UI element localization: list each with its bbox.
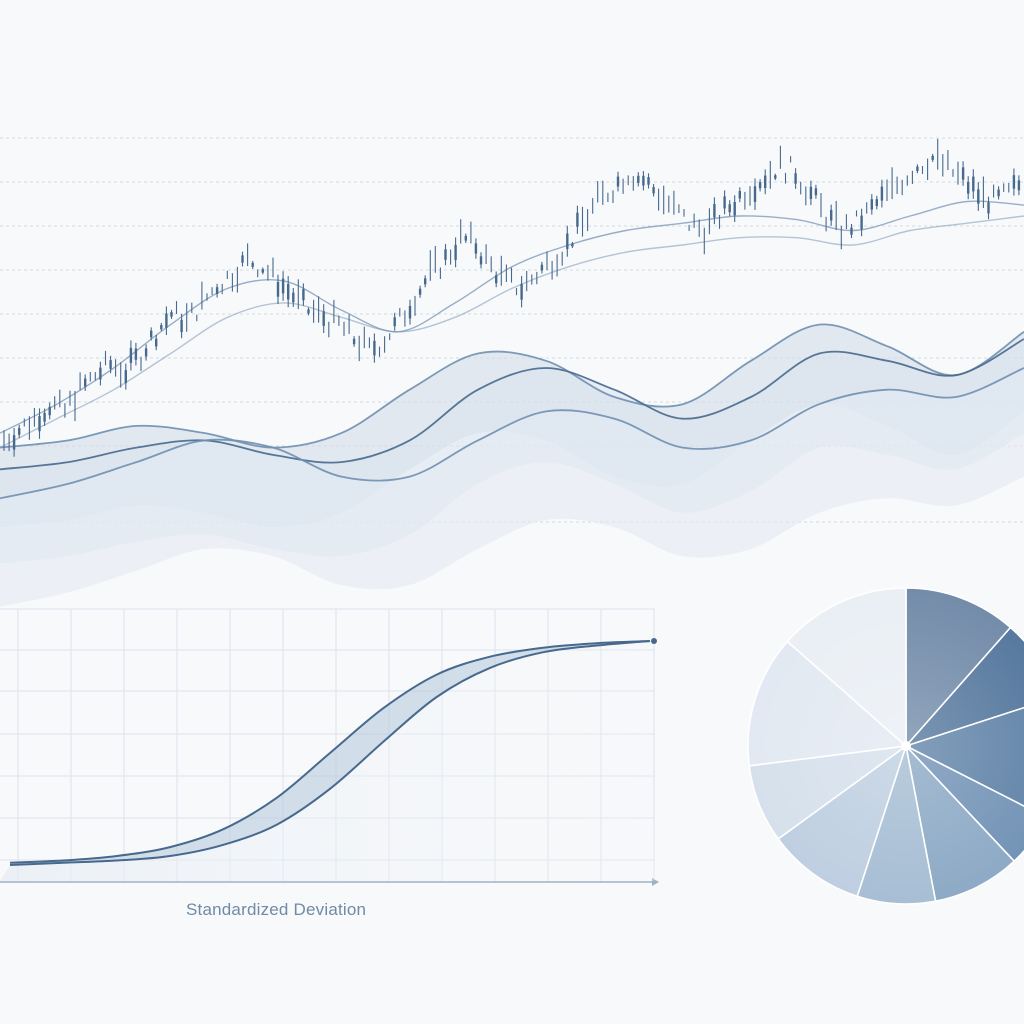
cumulative-line-1 bbox=[9, 640, 651, 864]
price-candle-body bbox=[479, 256, 483, 265]
price-candle-body bbox=[1012, 175, 1016, 189]
price-candle-body bbox=[753, 186, 757, 202]
price-candle-body bbox=[99, 367, 102, 380]
shaded-band-3 bbox=[0, 368, 1024, 607]
price-candle-body bbox=[566, 233, 569, 249]
price-candle-body bbox=[967, 182, 970, 194]
price-candle-body bbox=[931, 155, 934, 160]
price-candle-body bbox=[38, 416, 41, 432]
pie-center-dot bbox=[901, 741, 911, 751]
price-candle-body bbox=[302, 289, 305, 301]
price-candle-body bbox=[109, 360, 112, 369]
price-candle-body bbox=[241, 255, 244, 263]
price-candle-body bbox=[997, 189, 1000, 197]
price-candle-body bbox=[322, 311, 325, 326]
price-candle-body bbox=[814, 188, 818, 196]
price-candle-body bbox=[12, 435, 16, 450]
price-candle-body bbox=[393, 317, 396, 327]
price-candle-body bbox=[155, 338, 158, 347]
price-candle-body bbox=[647, 177, 650, 185]
price-candle-body bbox=[287, 283, 290, 300]
price-candle-body bbox=[18, 428, 21, 435]
price-candle-body bbox=[637, 175, 640, 183]
price-candle-body bbox=[880, 186, 884, 201]
cumulative-line-2 bbox=[9, 640, 651, 866]
price-candle-body bbox=[642, 175, 645, 186]
price-candle-body bbox=[48, 406, 51, 416]
price-candle-body bbox=[571, 243, 574, 247]
price-candle-body bbox=[809, 186, 813, 199]
price-candle-body bbox=[713, 204, 716, 218]
price-candle-body bbox=[281, 278, 285, 294]
moving-average-fast-line bbox=[0, 200, 1024, 434]
price-candle-body bbox=[728, 204, 731, 213]
price-candle-body bbox=[733, 202, 736, 216]
price-candle-body bbox=[616, 176, 620, 187]
price-candle-body bbox=[987, 202, 990, 214]
price-candle-body bbox=[215, 287, 219, 294]
price-candle-body bbox=[576, 212, 579, 227]
price-candle-body bbox=[165, 313, 168, 328]
price-candle-body bbox=[758, 182, 762, 189]
price-candle-body bbox=[474, 243, 478, 254]
price-candle-body bbox=[424, 278, 427, 285]
time-series-chart bbox=[0, 137, 1024, 607]
price-candle-body bbox=[134, 348, 138, 360]
price-candle-body bbox=[495, 275, 498, 284]
price-candle-body bbox=[652, 187, 655, 194]
price-candle-body bbox=[1017, 180, 1021, 191]
pie-chart bbox=[747, 587, 1024, 905]
price-candle-body bbox=[261, 269, 264, 273]
cumulative-curve-chart bbox=[0, 608, 659, 886]
price-candle-body bbox=[774, 175, 777, 179]
price-candle-body bbox=[764, 175, 767, 188]
price-candle-body bbox=[292, 292, 295, 303]
price-candle-body bbox=[170, 312, 173, 317]
price-candle-body bbox=[464, 235, 467, 241]
price-candle-body bbox=[124, 370, 127, 384]
price-candle-body bbox=[738, 191, 741, 199]
price-candle-body bbox=[850, 227, 853, 235]
price-candle-body bbox=[373, 340, 376, 356]
price-candle-body bbox=[444, 249, 447, 260]
price-candle-body bbox=[129, 347, 133, 363]
price-candle-body bbox=[160, 325, 163, 330]
x-axis-label: Standardized Deviation bbox=[186, 900, 367, 919]
cumulative-end-point bbox=[651, 638, 657, 644]
price-candle-body bbox=[830, 209, 833, 221]
price-candle-body bbox=[84, 378, 87, 387]
price-candle-body bbox=[961, 167, 965, 180]
price-candle-body bbox=[454, 244, 457, 260]
moving-average-slow-line bbox=[0, 215, 1024, 449]
price-candle-body bbox=[794, 173, 797, 184]
cumulative-shadow-area bbox=[0, 641, 655, 881]
price-candle-body bbox=[150, 330, 153, 338]
price-candle-body bbox=[723, 196, 726, 209]
price-candle-body bbox=[307, 309, 310, 314]
price-candle-body bbox=[875, 199, 878, 206]
price-candle-body bbox=[977, 189, 980, 204]
price-candle-body bbox=[276, 282, 280, 297]
price-candle-body bbox=[144, 348, 148, 357]
band-curve-3 bbox=[0, 367, 1024, 500]
price-candle-body bbox=[180, 319, 183, 333]
price-candle-body bbox=[352, 338, 356, 345]
price-candle-body bbox=[418, 288, 422, 295]
band-curve-1 bbox=[0, 323, 1024, 449]
pie-highlight bbox=[748, 588, 1024, 904]
price-candle-body bbox=[972, 176, 975, 192]
price-candle-body bbox=[916, 166, 919, 171]
price-candle-body bbox=[251, 262, 254, 267]
price-candle-body bbox=[540, 264, 544, 271]
price-candle-body bbox=[870, 199, 873, 210]
price-candle-body bbox=[43, 412, 46, 422]
price-candle-body bbox=[860, 215, 863, 230]
price-candle-body bbox=[408, 305, 412, 319]
price-candle-body bbox=[520, 283, 523, 300]
band-curve-2 bbox=[0, 338, 1024, 471]
